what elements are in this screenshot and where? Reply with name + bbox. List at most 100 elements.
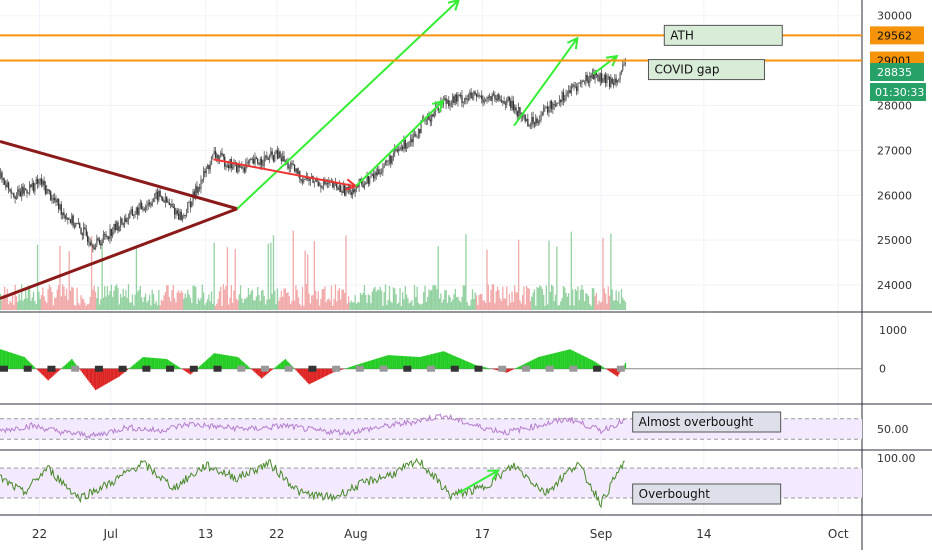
candle-body bbox=[464, 98, 465, 102]
momentum-bar bbox=[153, 358, 154, 369]
candle-body bbox=[507, 97, 508, 100]
volume-bar bbox=[480, 294, 481, 310]
volume-bar bbox=[471, 300, 472, 310]
volume-bar bbox=[449, 297, 450, 310]
volume-bar bbox=[507, 306, 508, 310]
volume-bar bbox=[86, 306, 87, 310]
volume-bar bbox=[291, 301, 292, 310]
candle-body bbox=[616, 79, 617, 83]
momentum-dot bbox=[190, 366, 198, 372]
candle-body bbox=[523, 115, 524, 116]
volume-bar bbox=[344, 293, 345, 310]
time-tick-label: 14 bbox=[696, 527, 711, 541]
candle-body bbox=[576, 87, 577, 91]
candle-body bbox=[191, 201, 192, 207]
candle-body bbox=[409, 141, 410, 142]
momentum-bar bbox=[390, 355, 391, 368]
candle-body bbox=[144, 209, 145, 210]
momentum-bar bbox=[540, 356, 541, 368]
momentum-bar bbox=[252, 369, 253, 370]
momentum-bar bbox=[411, 357, 412, 369]
volume-bar bbox=[345, 235, 346, 310]
momentum-bar bbox=[70, 360, 71, 369]
volume-bar bbox=[515, 292, 516, 310]
candle-body bbox=[514, 107, 515, 110]
candle-body bbox=[614, 79, 615, 85]
candle-body bbox=[527, 119, 528, 126]
candle-body bbox=[55, 200, 56, 202]
volume-bar bbox=[25, 289, 26, 310]
volume-bar bbox=[464, 286, 465, 310]
volume-bar bbox=[162, 301, 163, 310]
volume-bar bbox=[74, 305, 75, 310]
momentum-bar bbox=[187, 369, 188, 373]
volume-bar bbox=[349, 303, 350, 310]
candle-body bbox=[532, 117, 533, 122]
volume-bar bbox=[445, 290, 446, 310]
momentum-bar bbox=[41, 369, 42, 374]
momentum-bar bbox=[417, 357, 418, 369]
candle-body bbox=[320, 185, 321, 187]
volume-bar bbox=[564, 287, 565, 310]
momentum-bar bbox=[565, 350, 566, 369]
volume-bar bbox=[54, 298, 55, 310]
volume-bar bbox=[377, 289, 378, 310]
volume-bar bbox=[194, 286, 195, 310]
volume-bar bbox=[264, 296, 265, 310]
candle-body bbox=[417, 136, 418, 137]
volume-bar bbox=[548, 241, 549, 310]
momentum-bar bbox=[59, 369, 60, 370]
momentum-bar bbox=[231, 356, 232, 369]
candle-body bbox=[542, 112, 543, 115]
momentum-bar bbox=[521, 365, 522, 368]
momentum-bar bbox=[319, 369, 320, 379]
momentum-bar bbox=[374, 359, 375, 369]
volume-bar bbox=[87, 304, 88, 310]
volume-bar bbox=[431, 290, 432, 310]
candle-body bbox=[34, 184, 35, 191]
volume-bar bbox=[186, 297, 187, 310]
candle-body bbox=[190, 202, 191, 207]
volume-bar bbox=[442, 303, 443, 310]
momentum-bar bbox=[154, 358, 155, 369]
volume-bar bbox=[457, 297, 458, 310]
volume-bar bbox=[243, 303, 244, 310]
volume-bar bbox=[90, 297, 91, 310]
momentum-bar bbox=[92, 369, 93, 387]
candle-body bbox=[128, 218, 129, 219]
momentum-bar bbox=[298, 369, 299, 373]
candle-body bbox=[577, 84, 578, 92]
candle-body bbox=[156, 192, 157, 194]
volume-bar bbox=[43, 296, 44, 310]
candle-body bbox=[606, 78, 607, 84]
volume-bar bbox=[112, 297, 113, 310]
momentum-bar bbox=[581, 355, 582, 369]
volume-bar bbox=[187, 290, 188, 310]
candle-body bbox=[564, 99, 565, 101]
candle-body bbox=[256, 158, 257, 159]
candle-body bbox=[588, 81, 589, 83]
time-tick-label: Sep bbox=[590, 527, 613, 541]
candle-body bbox=[411, 139, 412, 142]
volume-bar bbox=[326, 302, 327, 310]
volume-bar bbox=[11, 303, 12, 310]
candle-body bbox=[406, 147, 407, 148]
candle-body bbox=[11, 190, 12, 193]
volume-bar bbox=[365, 295, 366, 310]
volume-bar bbox=[621, 289, 622, 310]
candle-body bbox=[455, 95, 456, 103]
volume-bar bbox=[249, 295, 250, 310]
momentum-dot bbox=[451, 366, 459, 372]
volume-bar bbox=[157, 305, 158, 310]
volume-bar bbox=[286, 293, 287, 310]
momentum-bar bbox=[614, 369, 615, 375]
candle-body bbox=[381, 172, 382, 173]
volume-bar bbox=[1, 301, 2, 310]
volume-bar bbox=[34, 301, 35, 310]
candle-body bbox=[581, 81, 582, 84]
candle-body bbox=[625, 63, 626, 64]
volume-bar bbox=[348, 296, 349, 310]
volume-bar bbox=[360, 293, 361, 310]
candle-body bbox=[53, 198, 54, 200]
